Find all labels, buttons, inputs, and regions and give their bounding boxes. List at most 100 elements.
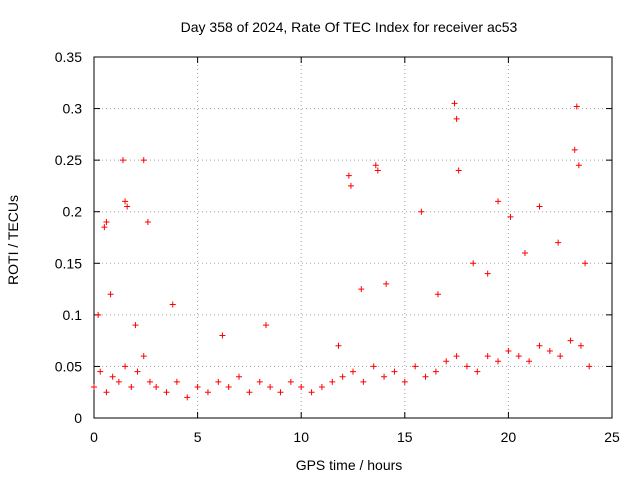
y-tick-label: 0.2	[63, 204, 83, 220]
data-point	[122, 198, 129, 205]
x-tick-label: 15	[397, 429, 413, 445]
data-point	[347, 182, 354, 189]
data-point	[287, 378, 294, 385]
data-point	[335, 342, 342, 349]
data-point	[360, 378, 367, 385]
data-point	[586, 363, 593, 370]
data-point	[470, 260, 477, 267]
data-point	[536, 342, 543, 349]
data-point	[495, 358, 502, 365]
y-tick-label: 0	[74, 410, 82, 426]
data-point	[358, 286, 365, 293]
data-points	[91, 100, 593, 401]
data-point	[134, 368, 141, 375]
data-point	[140, 157, 147, 164]
grid-lines	[94, 57, 612, 418]
data-point	[91, 384, 97, 391]
data-point	[308, 389, 315, 396]
y-tick-label: 0.1	[63, 307, 83, 323]
data-point	[567, 337, 574, 344]
y-tick-label: 0.05	[55, 358, 82, 374]
data-point	[401, 378, 408, 385]
x-tick-label: 25	[604, 429, 620, 445]
data-point	[318, 384, 325, 391]
data-point	[236, 373, 243, 380]
data-point	[495, 198, 502, 205]
y-tick-label: 0.25	[55, 152, 82, 168]
x-tick-label: 20	[501, 429, 517, 445]
data-point	[370, 363, 377, 370]
data-point	[381, 373, 388, 380]
data-point	[329, 378, 336, 385]
data-point	[267, 384, 274, 391]
data-point	[146, 378, 153, 385]
data-point	[163, 389, 170, 396]
data-point	[453, 115, 460, 122]
data-point	[391, 368, 398, 375]
x-axis-label: GPS time / hours	[296, 457, 403, 473]
data-point	[97, 368, 104, 375]
data-point	[484, 270, 491, 277]
data-point	[124, 203, 131, 210]
data-point	[418, 208, 425, 215]
plot-frame	[93, 56, 613, 419]
y-tick-label: 0.3	[63, 101, 83, 117]
data-point	[128, 384, 135, 391]
data-point	[107, 291, 114, 298]
data-point	[339, 373, 346, 380]
data-point	[372, 162, 379, 169]
data-point	[153, 384, 160, 391]
data-point	[298, 384, 305, 391]
data-point	[219, 332, 226, 339]
data-point	[122, 363, 129, 370]
data-point	[582, 260, 589, 267]
axis-ticks: 0 5 10 15 20 25 0 0.05 0.1 0.15 0.2 0.25 0.3 0.35	[55, 49, 620, 445]
data-point	[474, 368, 481, 375]
data-point	[173, 378, 180, 385]
data-point	[383, 280, 390, 287]
data-point	[573, 103, 580, 110]
data-point	[434, 291, 441, 298]
data-point	[345, 172, 352, 179]
data-point	[484, 353, 491, 360]
data-point	[144, 219, 151, 226]
data-point	[246, 389, 253, 396]
data-point	[422, 373, 429, 380]
data-point	[432, 368, 439, 375]
data-point	[225, 384, 232, 391]
data-point	[521, 249, 528, 256]
data-point	[577, 342, 584, 349]
data-point	[256, 378, 263, 385]
data-point	[374, 167, 381, 174]
data-point	[526, 358, 533, 365]
x-tick-label: 5	[194, 429, 202, 445]
data-point	[571, 146, 578, 153]
data-point	[109, 373, 116, 380]
data-point	[507, 213, 514, 220]
data-point	[555, 239, 562, 246]
data-point	[515, 353, 522, 360]
data-point	[204, 389, 211, 396]
data-point	[455, 167, 462, 174]
x-tick-label: 10	[293, 429, 309, 445]
data-point	[277, 389, 284, 396]
y-tick-label: 0.35	[55, 49, 82, 65]
data-point	[575, 162, 582, 169]
y-axis-label: ROTI / TECUs	[5, 195, 21, 285]
data-point	[103, 219, 110, 226]
data-point	[451, 100, 458, 107]
data-point	[463, 363, 470, 370]
data-point	[115, 378, 122, 385]
data-point	[194, 384, 201, 391]
data-point	[546, 347, 553, 354]
data-point	[443, 358, 450, 365]
chart-title: Day 358 of 2024, Rate Of TEC Index for r…	[181, 19, 518, 35]
data-point	[95, 311, 102, 318]
data-point	[215, 378, 222, 385]
data-point	[412, 363, 419, 370]
data-point	[169, 301, 176, 308]
x-tick-label: 0	[90, 429, 98, 445]
data-point	[101, 224, 108, 231]
data-point	[262, 322, 269, 329]
data-point	[132, 322, 139, 329]
